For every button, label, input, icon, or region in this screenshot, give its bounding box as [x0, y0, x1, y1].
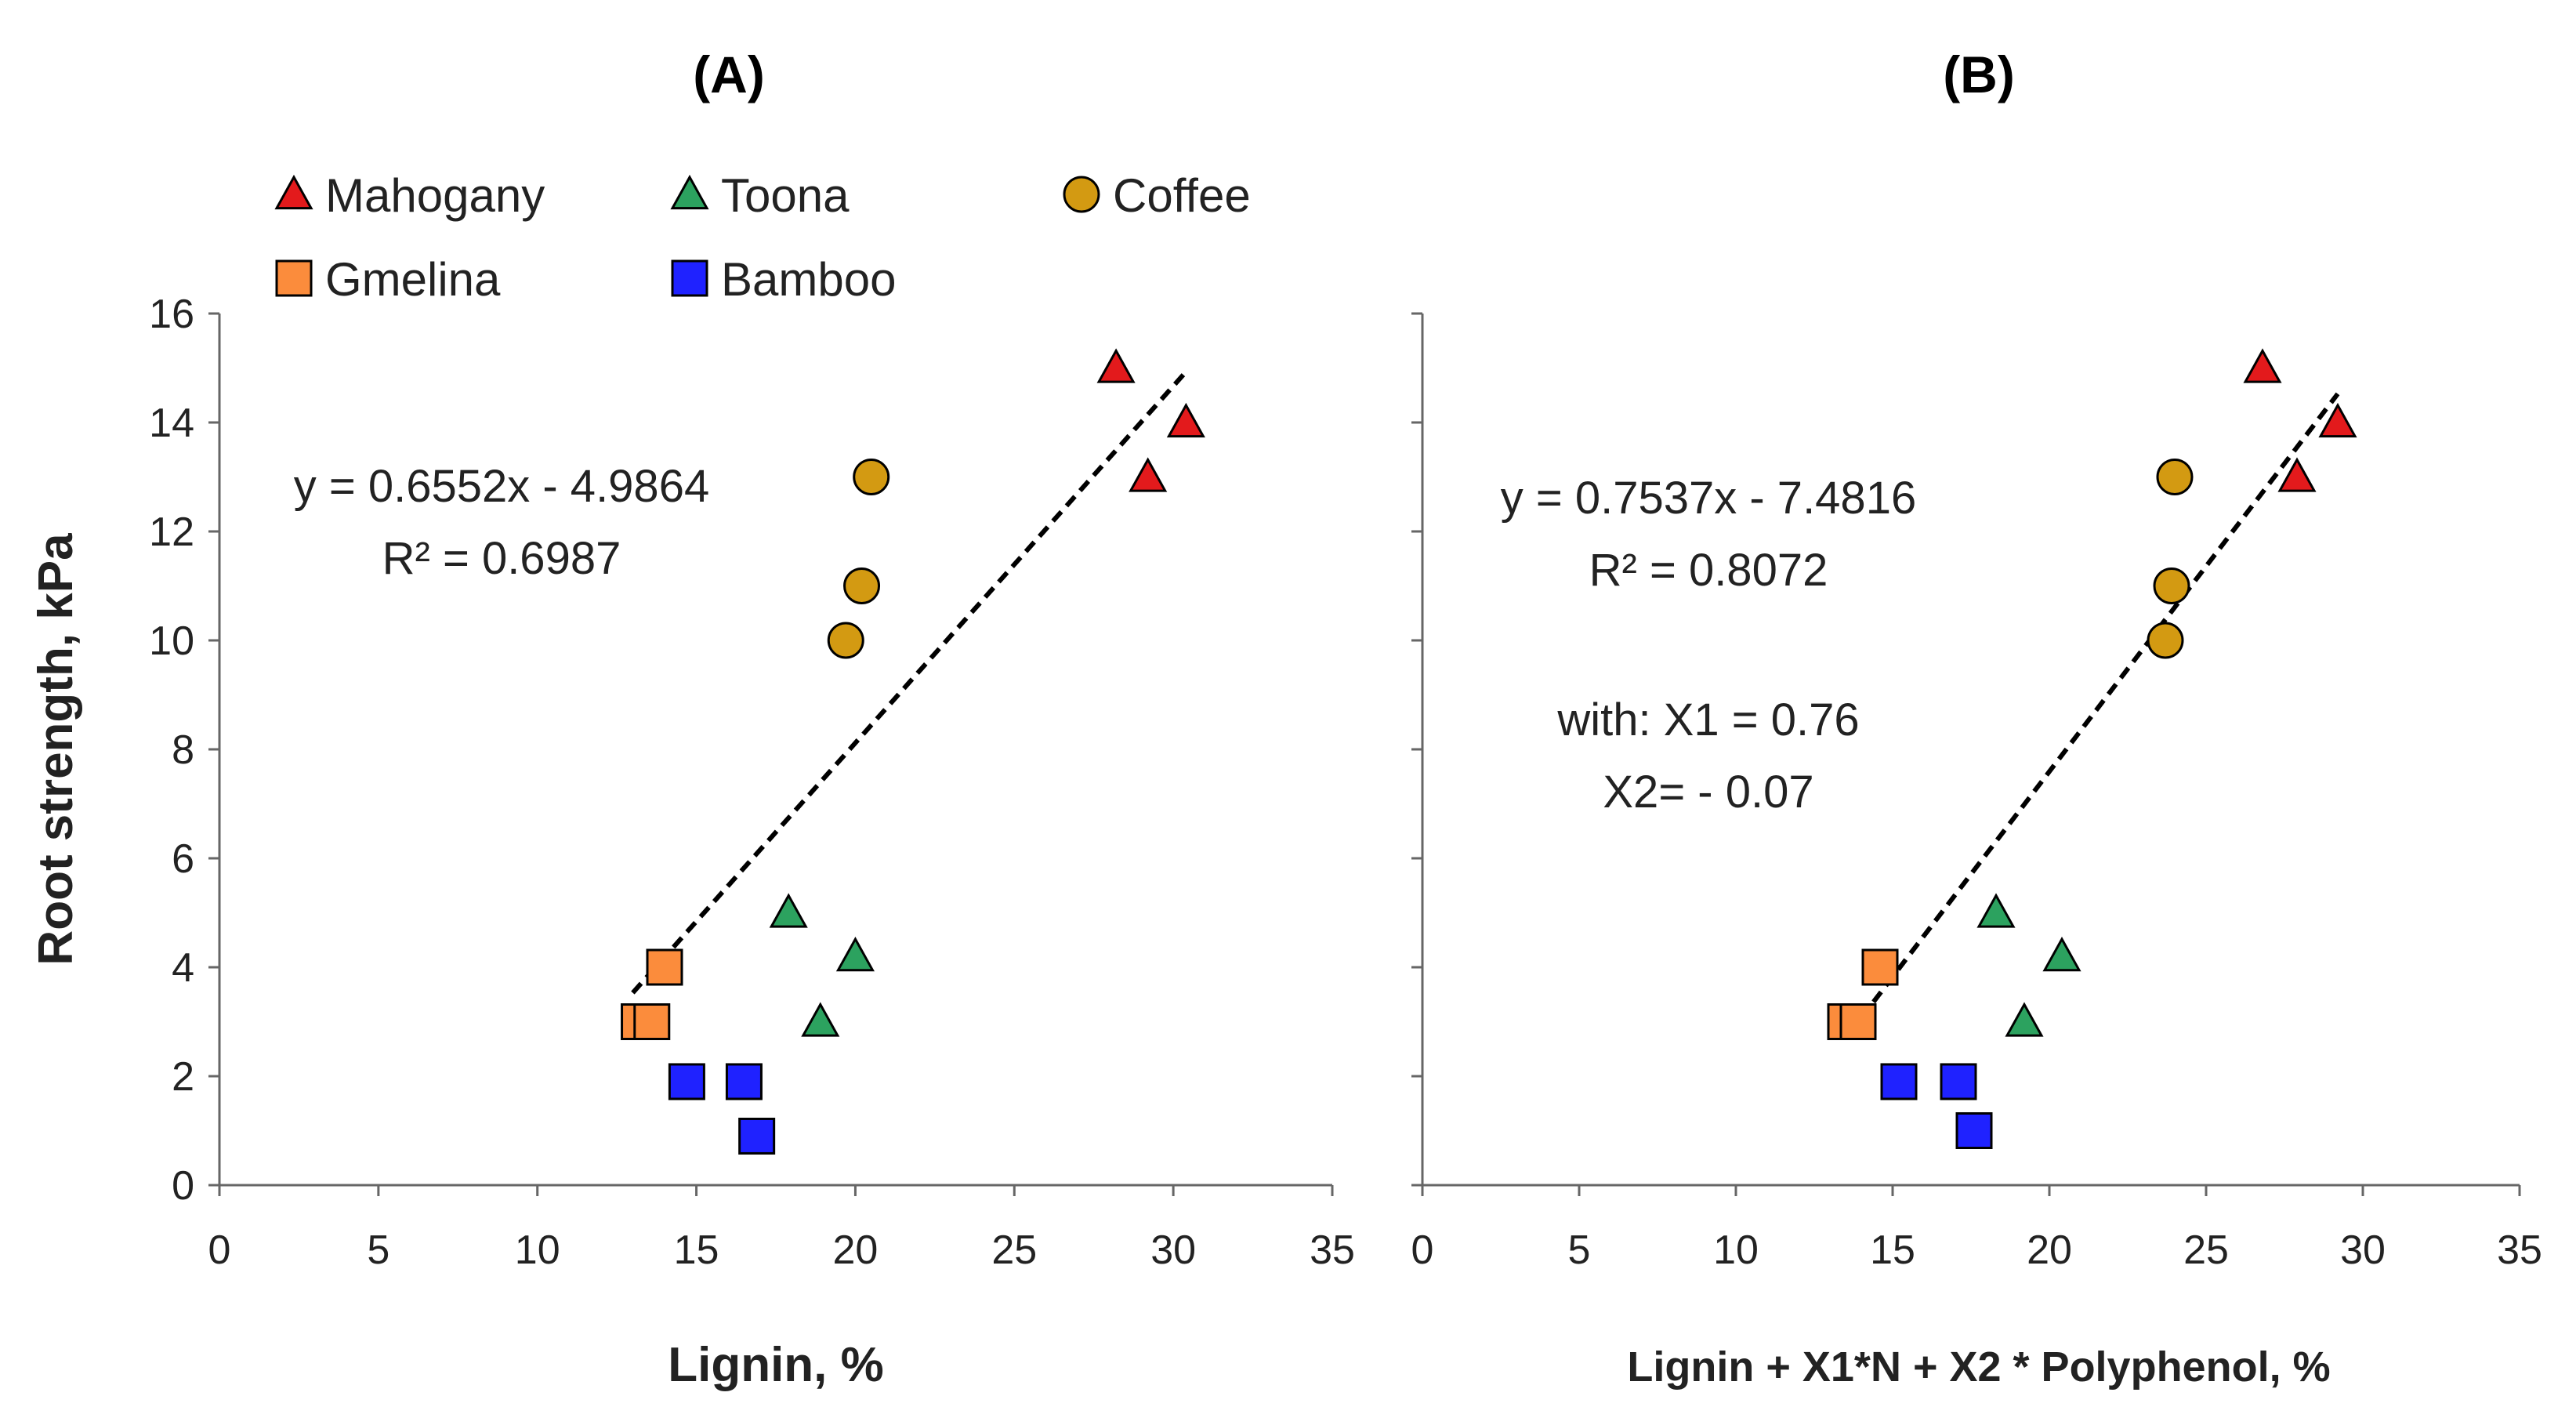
- panel-a-point-bamboo: [725, 1063, 763, 1100]
- panel-a-x-label: Lignin, %: [668, 1338, 884, 1392]
- panel-a-point-gmelina: [646, 948, 683, 986]
- legend-marker-gmelina: [275, 259, 313, 297]
- panel-a-y-tick-label: 14: [149, 401, 194, 446]
- panel-a-point-coffee: [843, 567, 881, 604]
- panel-b-point-gmelina: [1861, 948, 1899, 986]
- legend-item-bamboo: Bamboo: [671, 253, 896, 306]
- panel-a-point-mahogany: [1096, 348, 1136, 383]
- panel-b-r-squared: R² = 0.8072: [1589, 545, 1828, 596]
- panel-a-x-tick-label: 15: [674, 1227, 719, 1273]
- legend-marker-coffee: [1063, 176, 1100, 213]
- panel-b-x-tick-label: 15: [1870, 1227, 1915, 1273]
- panel-a-x-tick-label: 25: [991, 1227, 1037, 1273]
- legend-label: Bamboo: [721, 253, 896, 306]
- panel-a-point-toona: [835, 937, 875, 972]
- panel-b-point-bamboo: [1880, 1063, 1918, 1100]
- panel-a-y-tick-label: 10: [149, 618, 194, 664]
- legend-marker-toona: [670, 174, 709, 210]
- panel-b-x-tick-label: 5: [1568, 1227, 1591, 1273]
- panel-b-point-mahogany: [2277, 457, 2317, 492]
- panel-a-y-tick-label: 16: [149, 292, 194, 337]
- legend-label: Coffee: [1113, 169, 1251, 222]
- panel-b-x1-note: with: X1 = 0.76: [1556, 694, 1859, 745]
- panel-b-point-mahogany: [2243, 348, 2282, 383]
- panel-b-title: (B): [1943, 45, 2015, 103]
- legend-item-gmelina: Gmelina: [275, 253, 501, 306]
- legend-marker-bamboo: [671, 259, 708, 297]
- panel-a: (A) 0 5 10 15 20 25 30 35 0 2 4 6 8 10 12 14 16 Lignin, …: [29, 45, 1355, 1392]
- panel-a-title: (A): [693, 45, 765, 103]
- panel-b-point-bamboo: [1955, 1112, 1993, 1149]
- panel-b-equation: y = 0.7537x - 7.4816: [1501, 473, 1916, 524]
- panel-b-point-gmelina: [1839, 1003, 1877, 1040]
- panel-a-y-label: Root strength, kPa: [29, 533, 83, 966]
- panel-a-x-tick-label: 20: [833, 1227, 879, 1273]
- panel-a-y-tick-label: 2: [172, 1054, 194, 1100]
- panel-b-x-label: Lignin + X1*N + X2 * Polyphenol, %: [1627, 1343, 2330, 1391]
- panel-b-x-tick-label: 0: [1411, 1227, 1434, 1273]
- panel-a-y-tick-label: 6: [172, 836, 194, 882]
- panel-b-x-tick-label: 30: [2340, 1227, 2386, 1273]
- panel-a-x-tick-label: 5: [367, 1227, 389, 1273]
- panel-a-x-tick-label: 10: [515, 1227, 560, 1273]
- panel-b-point-bamboo: [1940, 1063, 1977, 1100]
- panel-b-point-toona: [1976, 893, 2016, 928]
- panel-a-point-mahogany: [1166, 402, 1205, 438]
- panel-a-point-bamboo: [738, 1117, 776, 1155]
- panel-a-y-tick-label: 0: [172, 1163, 194, 1209]
- panel-b-point-coffee: [2156, 459, 2194, 495]
- panel-b-point-coffee: [2147, 622, 2184, 659]
- panel-b-x-tick-label: 10: [1713, 1227, 1759, 1273]
- panel-a-y-tick-label: 8: [172, 727, 194, 773]
- panel-a-x-tick-label: 30: [1150, 1227, 1196, 1273]
- legend: Mahogany Toona Coffee Gmelina Bamboo: [274, 169, 1251, 306]
- panel-a-y-tick-label: 12: [149, 509, 194, 555]
- panel-b-point-coffee: [2153, 567, 2190, 604]
- panel-b-x2-note: X2= - 0.07: [1603, 767, 1813, 818]
- legend-item-toona: Toona: [670, 169, 850, 222]
- panel-a-point-mahogany: [1129, 457, 1168, 492]
- panel-b: (B) 0 5 10 15 20 25 30 35 Lignin + X1*N + X2 * …: [1411, 45, 2542, 1391]
- legend-item-mahogany: Mahogany: [274, 169, 545, 222]
- panel-a-point-toona: [801, 1002, 840, 1037]
- panel-a-point-coffee: [827, 622, 864, 659]
- legend-label: Toona: [721, 169, 850, 222]
- panel-a-point-gmelina: [633, 1003, 671, 1040]
- panel-a-point-coffee: [853, 459, 890, 495]
- panel-b-point-toona: [2005, 1002, 2044, 1037]
- panel-a-y-tick-label: 4: [172, 945, 194, 991]
- panel-b-point-toona: [2042, 937, 2081, 972]
- panel-b-x-tick-label: 25: [2183, 1227, 2229, 1273]
- legend-marker-mahogany: [274, 174, 313, 210]
- panel-a-point-toona: [769, 893, 808, 928]
- legend-item-coffee: Coffee: [1063, 169, 1251, 222]
- panel-b-trendline: [1846, 392, 2340, 1036]
- legend-label: Mahogany: [325, 169, 545, 222]
- panel-a-equation: y = 0.6552x - 4.9864: [294, 461, 709, 512]
- panel-b-x-tick-label: 20: [2027, 1227, 2072, 1273]
- panel-b-point-mahogany: [2318, 402, 2357, 438]
- panel-a-x-tick-label: 0: [208, 1227, 231, 1273]
- panel-b-x-tick-label: 35: [2497, 1227, 2542, 1273]
- panel-a-trendline: [631, 370, 1188, 995]
- panel-a-point-bamboo: [668, 1063, 705, 1100]
- panel-a-x-tick-label: 35: [1310, 1227, 1355, 1273]
- legend-label: Gmelina: [325, 253, 501, 306]
- panel-a-r-squared: R² = 0.6987: [382, 533, 621, 584]
